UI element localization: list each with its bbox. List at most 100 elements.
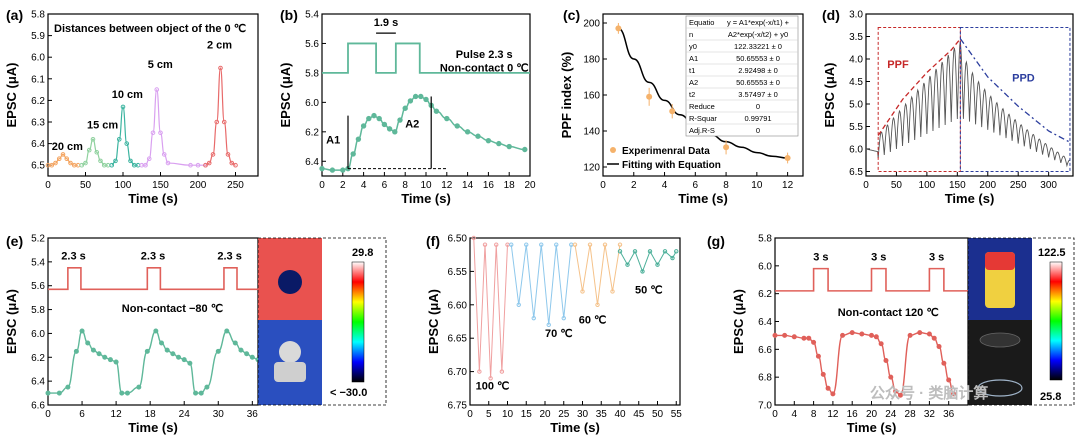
data-point (73, 348, 79, 354)
data-point (516, 302, 521, 307)
data-point (96, 351, 102, 357)
x-tick-label: 4 (662, 180, 668, 191)
x-tick-label: 0 (772, 409, 778, 420)
y-axis-label: EPSC (μA) (4, 62, 19, 127)
object-lid (979, 332, 1021, 348)
series-line (877, 38, 961, 136)
x-tick-label: 200 (190, 180, 207, 191)
y-tick-label: 6.65 (448, 334, 468, 345)
fit-table-key: y0 (689, 42, 697, 51)
plot-frame (865, 13, 1074, 177)
y-tick-label: 6.4 (31, 139, 45, 150)
series-line (510, 244, 572, 325)
data-point (625, 262, 630, 267)
x-tick-label: 20 (539, 409, 551, 420)
data-point (355, 136, 362, 142)
series-line (959, 38, 1071, 143)
data-point (360, 123, 367, 129)
data-point (951, 391, 957, 397)
x-axis-label: Time (s) (945, 191, 995, 206)
ppf-region (877, 27, 961, 172)
panel-1: (b) 0 2 4 6 8 10 12 14 16 18 20 5.4 5.6 5.8 6.0 6.2 6.4 Ti… (278, 7, 536, 206)
colorbar-max: 122.5 (1038, 247, 1066, 259)
y-tick-label: 6.4 (305, 157, 319, 168)
data-point (580, 289, 585, 294)
x-tick-label: 20 (866, 409, 878, 420)
fit-table-value: 50.65553 ± 0 (736, 78, 780, 87)
data-point (936, 344, 942, 350)
data-point (811, 339, 817, 345)
data-point (806, 335, 812, 341)
y-tick-label: 5.2 (31, 234, 45, 245)
panel-6: (g) 0 4 8 12 16 20 24 28 32 36 5.8 6.0 6.2 6.4 6.6 6.8 7.… (707, 233, 1075, 435)
stimulus-pulse (322, 42, 530, 74)
y-tick-label: 6.55 (448, 267, 468, 278)
a2-label: A2 (405, 118, 419, 130)
pulse-label: 3 s (929, 251, 944, 263)
data-point (371, 112, 377, 119)
y-tick-label: 6.2 (31, 96, 45, 107)
data-point (477, 369, 482, 374)
x-tick-label: 8 (723, 180, 729, 191)
data-point (386, 126, 393, 132)
data-point (204, 384, 210, 390)
data-point (79, 162, 85, 168)
fit-table-key: A2 (689, 78, 698, 87)
data-point (407, 98, 414, 104)
data-point (820, 371, 826, 377)
data-point (931, 335, 937, 341)
y-tick-label: 5.6 (305, 39, 319, 50)
y-axis-label: EPSC (μA) (426, 289, 441, 354)
pulse-label: 2.3 s (141, 250, 165, 262)
x-tick-label: 10 (751, 180, 763, 191)
fit-table-key: n (689, 30, 693, 39)
series-line (574, 244, 621, 305)
data-point (176, 354, 182, 360)
panel-label: (e) (6, 233, 23, 249)
panel-label: (d) (822, 7, 840, 23)
data-point (883, 357, 889, 363)
data-point (238, 347, 244, 353)
data-point (150, 130, 156, 136)
fit-table-value: 3.57497 ± 0 (738, 90, 778, 99)
x-tick-label: 4 (361, 180, 367, 191)
data-point (632, 249, 638, 254)
data-point (109, 162, 115, 168)
x-tick-label: 4 (792, 409, 798, 420)
y-tick-label: 6.50 (448, 234, 468, 245)
data-point (646, 93, 653, 100)
hot-object-top (985, 252, 1015, 270)
data-point (617, 249, 623, 254)
data-point (193, 390, 199, 396)
x-tick-label: 25 (558, 409, 570, 420)
fit-table-value: 0.99791 (744, 114, 771, 123)
condition-text: Non-contact 0 ℃ (440, 62, 529, 74)
y-tick-label: 6.0 (758, 261, 772, 272)
x-tick-label: 12 (111, 409, 123, 420)
series-line (111, 106, 138, 166)
data-point (433, 108, 440, 114)
colorbar-max: 29.8 (352, 247, 373, 259)
data-point (587, 242, 593, 247)
y-axis-label: EPSC (μA) (278, 62, 293, 127)
y-tick-label: 6.2 (305, 127, 319, 138)
data-point (233, 162, 238, 168)
series-label: 20 cm (52, 141, 83, 153)
data-point (229, 160, 235, 166)
x-tick-label: 24 (885, 409, 897, 420)
object-base (274, 362, 306, 382)
data-point (917, 330, 923, 336)
data-point (418, 93, 424, 100)
panel-5: (f) 0 5 10 15 20 25 30 35 40 45 50 55 6.50 6.55 6.60 6.6… (426, 233, 682, 435)
data-point (531, 315, 536, 321)
x-tick-label: 0 (600, 180, 606, 191)
data-point (143, 162, 148, 168)
x-tick-label: 20 (524, 180, 536, 191)
legend-label-fit: Fitting with Equation (622, 160, 721, 171)
data-point (926, 331, 932, 337)
panel-4: (e) 0 6 12 18 24 30 36 5.2 5.4 5.6 5.8 6.0 6.2 6.4 6.6 T… (4, 233, 387, 435)
series-label: 2 cm (207, 40, 232, 52)
data-point (907, 332, 913, 338)
fit-table-key: Equatio (689, 18, 714, 27)
data-point (136, 384, 142, 390)
